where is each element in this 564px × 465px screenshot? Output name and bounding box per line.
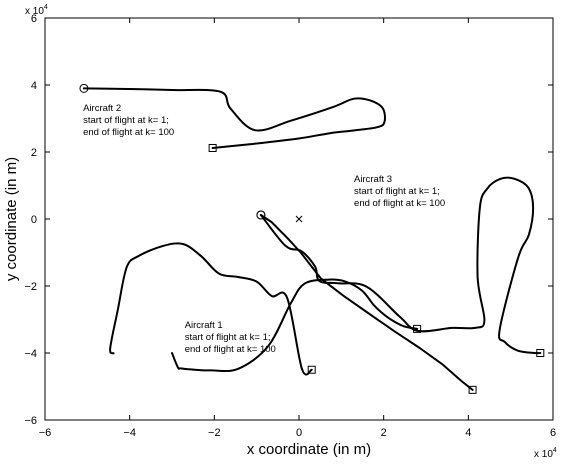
aircraft-2-annotation-line: end of flight at k= 100 (83, 127, 174, 138)
x-multiplier: x 104 (534, 447, 557, 460)
y-tick-label: −2 (24, 281, 37, 293)
y-tick-label: 0 (31, 214, 37, 226)
x-tick-label: 4 (465, 427, 471, 439)
y-tick-label: 2 (31, 147, 37, 159)
aircraft-2-annotation-line: Aircraft 2 (83, 103, 121, 114)
x-tick-label: −2 (208, 427, 221, 439)
path-5-trajectory (109, 242, 313, 376)
aircraft-2-start-marker (79, 83, 89, 93)
aircraft-1-annotation: Aircraft 1 start of flight at k= 1; end of… (185, 320, 276, 355)
y-axis-title: y coordinate (in m) (3, 157, 20, 281)
axes-frame (44, 17, 554, 421)
center-x-marker (295, 215, 303, 223)
y-tick-label: −6 (24, 415, 37, 427)
x-axis-title: x coordinate (in m) (247, 441, 371, 458)
x-tick-label: 2 (381, 427, 387, 439)
annotation-group: Aircraft 2 start of flight at k= 1; end of… (83, 103, 445, 355)
aircraft-2-annotation: Aircraft 2 start of flight at k= 1; end of… (83, 103, 174, 138)
aircraft-1-annotation-line: Aircraft 1 (185, 320, 223, 331)
aircraft-1-annotation-line: end of flight at k= 100 (185, 344, 276, 355)
x-tick-label: 6 (550, 427, 556, 439)
x-tick-label: 0 (296, 427, 302, 439)
aircraft-3-annotation-line: Aircraft 3 (354, 174, 392, 185)
aircraft-3-end-marker (536, 349, 545, 357)
path-4-trajectory (171, 278, 419, 373)
y-tick-label: 4 (31, 80, 37, 92)
aircraft-1-end-marker (468, 385, 477, 394)
x-tick-label: −4 (123, 427, 136, 439)
aircraft-3-annotation: Aircraft 3 start of flight at k= 1; end of… (354, 174, 445, 209)
aircraft-3-annotation-line: end of flight at k= 100 (354, 198, 445, 209)
y-multiplier: x 104 (25, 4, 48, 17)
series-group (82, 87, 542, 391)
aircraft-3-trajectory (259, 176, 542, 355)
aircraft-1-trajectory (259, 214, 474, 391)
path-5-end-marker (307, 365, 316, 374)
aircraft-1-annotation-line: start of flight at k= 1; (185, 332, 271, 343)
aircraft-2-annotation-line: start of flight at k= 1; (83, 115, 169, 126)
y-tick-label: −4 (24, 348, 37, 360)
y-tick-label: 6 (31, 13, 37, 25)
aircraft-2-end-marker (208, 143, 217, 152)
y-multiplier-exp: 4 (44, 4, 48, 11)
x-tick-label: −6 (39, 427, 52, 439)
aircraft-2-trajectory (82, 87, 386, 149)
marker-group (79, 83, 545, 394)
x-multiplier-exp: 4 (553, 447, 557, 454)
path-4-end-marker (413, 324, 422, 333)
aircraft-3-start-marker (256, 210, 266, 220)
aircraft-3-annotation-line: start of flight at k= 1; (354, 186, 440, 197)
